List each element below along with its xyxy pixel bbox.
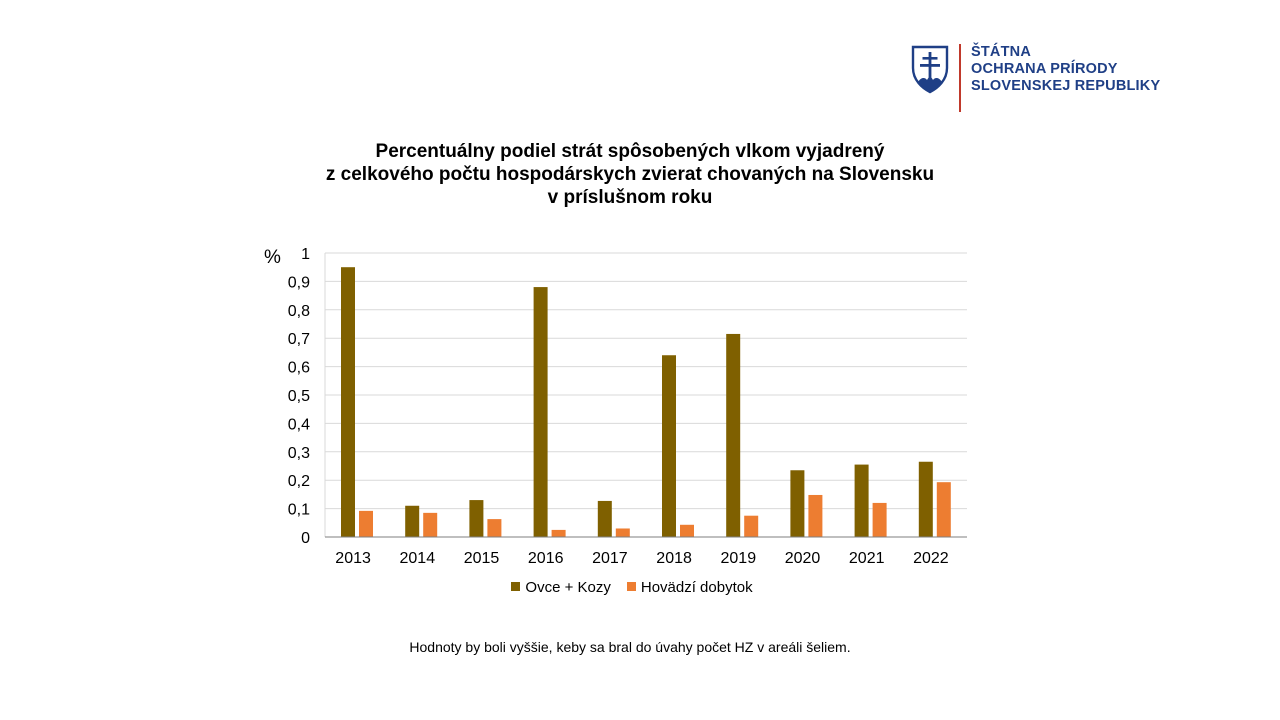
logo: ŠTÁTNA OCHRANA PRÍRODY SLOVENSKEJ REPUBL… bbox=[910, 44, 1170, 114]
bar-hovadzi-dobytok-2020 bbox=[808, 494, 823, 537]
x-tick-label: 2021 bbox=[849, 550, 885, 567]
y-tick-label: 0,9 bbox=[288, 274, 310, 291]
y-tick-label: 0,6 bbox=[288, 360, 310, 377]
chart-legend: Ovce + Kozy Hovädzí dobytok bbox=[0, 579, 1264, 596]
legend-swatch bbox=[511, 582, 521, 591]
y-tick-label: 0,4 bbox=[288, 416, 310, 433]
y-tick-label: 0 bbox=[301, 530, 310, 547]
logo-divider bbox=[959, 44, 961, 112]
x-tick-label: 2018 bbox=[656, 550, 692, 567]
legend-item: Hovädzí dobytok bbox=[626, 579, 753, 596]
x-tick-label: 2014 bbox=[400, 550, 436, 567]
bar-ovce-kozy-2015 bbox=[469, 500, 484, 537]
bar-hovadzi-dobytok-2016 bbox=[551, 529, 566, 537]
bar-hovadzi-dobytok-2013 bbox=[359, 510, 373, 537]
x-tick-label: 2013 bbox=[335, 550, 371, 567]
bar-ovce-kozy-2020 bbox=[790, 470, 805, 537]
bar-ovce-kozy-2021 bbox=[854, 464, 869, 537]
y-tick-label: 0,7 bbox=[288, 331, 310, 348]
x-tick-label: 2019 bbox=[721, 550, 757, 567]
bar-hovadzi-dobytok-2021 bbox=[872, 502, 887, 537]
logo-line-2: OCHRANA PRÍRODY bbox=[971, 61, 1118, 77]
slovak-coat-of-arms-icon bbox=[911, 45, 949, 94]
chart-title-line-1: Percentuálny podiel strát spôsobených vl… bbox=[375, 141, 885, 162]
y-tick-label: 0,3 bbox=[288, 445, 310, 462]
bar-ovce-kozy-2019 bbox=[726, 333, 741, 537]
chart-title-line-2: z celkového počtu hospodárskych zvierat … bbox=[325, 164, 935, 185]
x-tick-label: 2020 bbox=[785, 550, 821, 567]
chart-title: Percentuálny podiel strát spôsobených vl… bbox=[240, 140, 1020, 209]
bar-ovce-kozy-2018 bbox=[662, 355, 676, 537]
legend-swatch bbox=[626, 582, 636, 591]
x-tick-label: 2016 bbox=[528, 550, 564, 567]
logo-line-1: ŠTÁTNA bbox=[971, 44, 1032, 60]
legend-item: Ovce + Kozy bbox=[511, 579, 611, 596]
logo-text: ŠTÁTNA OCHRANA PRÍRODY SLOVENSKEJ REPUBL… bbox=[971, 44, 1160, 95]
legend-label: Hovädzí dobytok bbox=[640, 579, 753, 596]
bar-hovadzi-dobytok-2017 bbox=[615, 528, 630, 537]
x-tick-label: 2015 bbox=[464, 550, 500, 567]
bar-hovadzi-dobytok-2015 bbox=[487, 519, 502, 537]
bar-ovce-kozy-2013 bbox=[341, 267, 355, 537]
legend-label: Ovce + Kozy bbox=[525, 579, 611, 596]
x-tick-label: 2022 bbox=[913, 550, 949, 567]
bar-chart: 0 0,1 0,2 0,3 0,4 0,5 0,6 0,7 0,8 0,9 1% 2013 2014 20… bbox=[264, 246, 967, 567]
y-tick-label: 0,5 bbox=[288, 388, 310, 405]
y-tick-label: 0,8 bbox=[288, 303, 310, 320]
y-tick-label: 0,2 bbox=[288, 473, 310, 490]
bar-ovce-kozy-2017 bbox=[597, 500, 612, 537]
y-tick-label: 1 bbox=[301, 246, 310, 263]
footnote: Hodnoty by boli vyššie, keby sa bral do … bbox=[409, 639, 851, 655]
bar-ovce-kozy-2022 bbox=[918, 461, 933, 537]
chart-title-line-3: v príslušnom roku bbox=[547, 187, 713, 208]
y-axis-label: % bbox=[264, 247, 281, 268]
y-tick-label: 0,1 bbox=[288, 502, 310, 519]
bar-hovadzi-dobytok-2022 bbox=[936, 482, 951, 537]
bar-hovadzi-dobytok-2019 bbox=[744, 515, 759, 537]
x-tick-label: 2017 bbox=[592, 550, 628, 567]
bar-hovadzi-dobytok-2014 bbox=[423, 512, 438, 537]
bar-ovce-kozy-2016 bbox=[533, 287, 548, 537]
logo-line-3: SLOVENSKEJ REPUBLIKY bbox=[971, 78, 1161, 94]
bar-hovadzi-dobytok-2018 bbox=[680, 524, 694, 537]
bar-ovce-kozy-2014 bbox=[405, 505, 420, 537]
